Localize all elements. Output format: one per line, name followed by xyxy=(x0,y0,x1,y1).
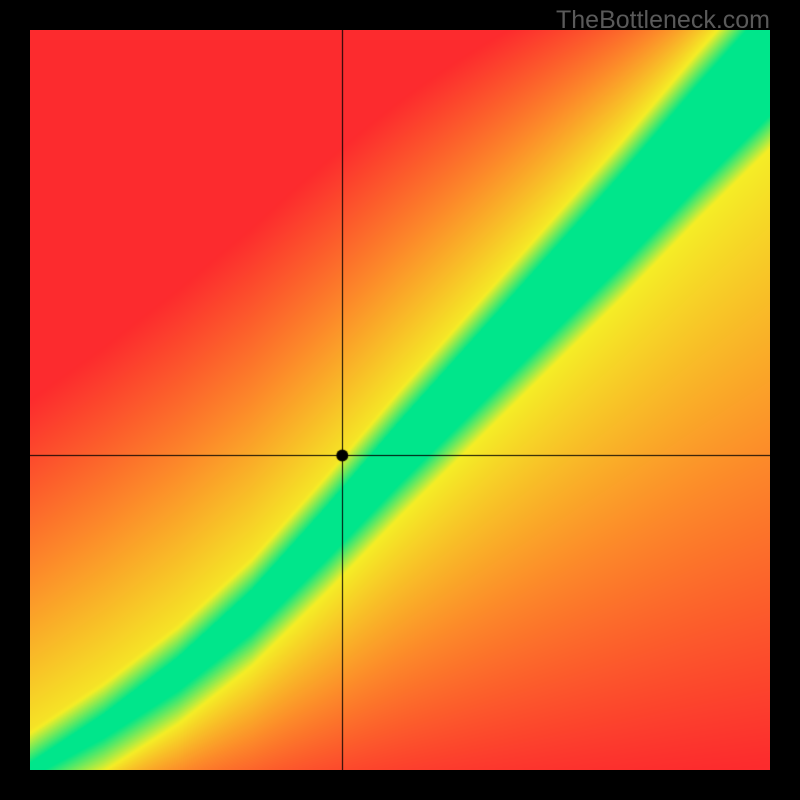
crosshair-overlay xyxy=(30,30,770,770)
watermark-text: TheBottleneck.com xyxy=(556,6,770,35)
chart-container: TheBottleneck.com xyxy=(0,0,800,800)
